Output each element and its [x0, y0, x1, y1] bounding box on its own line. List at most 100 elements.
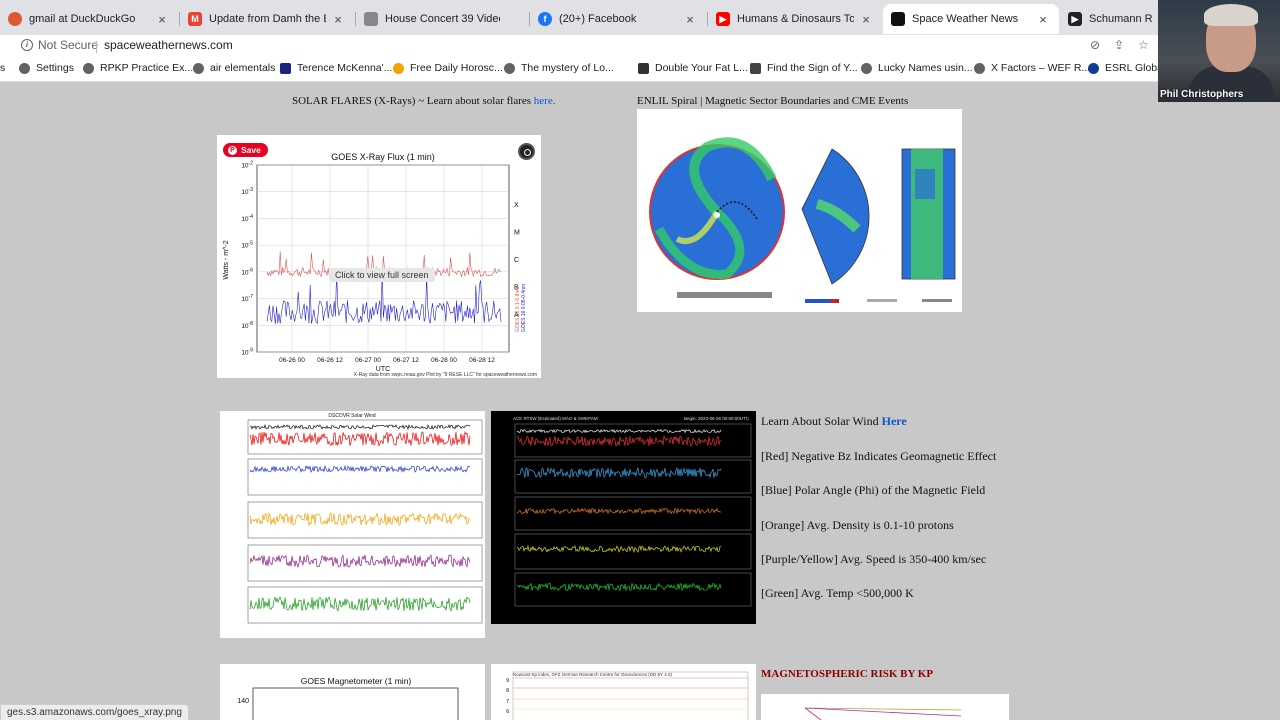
- tab-duckduckgo[interactable]: gmail at DuckDuckGo ×: [0, 4, 178, 34]
- close-icon[interactable]: ×: [686, 11, 694, 27]
- enlil-spiral-image[interactable]: [637, 109, 962, 312]
- site-icon: [638, 62, 649, 74]
- bookmark-item[interactable]: Terence McKenna'...: [280, 62, 392, 74]
- tab-gmail[interactable]: M Update from Damh the Bard's ×: [180, 4, 354, 34]
- security-indicator[interactable]: i Not Secure: [21, 38, 98, 52]
- x-tick-label: 06-27 12: [393, 357, 419, 364]
- fullscreen-tooltip: Click to view full screen: [329, 268, 435, 282]
- tab-house-concert[interactable]: House Concert 39 Video - Dam: [356, 4, 528, 34]
- tab-youtube[interactable]: ▶ Humans & Dinosaurs Together ×: [708, 4, 882, 34]
- bookmark-item[interactable]: Find the Sign of Y...: [750, 62, 858, 74]
- density-trace: [249, 512, 471, 527]
- y-tick-label: 10-4: [241, 214, 253, 223]
- security-label: Not Secure: [38, 38, 99, 52]
- url-field[interactable]: spaceweathernews.com: [104, 38, 233, 52]
- lens-icon[interactable]: [518, 143, 535, 160]
- solar-wind-link[interactable]: Here: [881, 414, 907, 428]
- globe-icon: [861, 62, 872, 74]
- ace-rtsw-chart[interactable]: ACE RTSW (Estimated) MAG & SWEPAM Begin:…: [491, 411, 756, 624]
- status-bar-url: ges.s3.amazonaws.com/goes_xray.png: [0, 704, 189, 720]
- bookmark-item[interactable]: Double Your Fat L...: [638, 62, 748, 74]
- noaa-icon: [1088, 62, 1099, 74]
- bookmark-item[interactable]: air elementals: [193, 62, 275, 74]
- flare-class-label: M: [514, 230, 520, 237]
- x-tick-label: 06-26 12: [317, 357, 343, 364]
- bt-trace: [249, 423, 471, 431]
- close-icon[interactable]: ×: [334, 11, 342, 27]
- bookmark-item[interactable]: Settings: [19, 62, 74, 74]
- bookmark-item[interactable]: s: [0, 62, 6, 74]
- tab-title: House Concert 39 Video - Dam: [385, 13, 500, 25]
- close-icon[interactable]: ×: [158, 11, 166, 27]
- colorbar: [677, 292, 772, 298]
- tab-title: Update from Damh the Bard's: [209, 13, 326, 25]
- bookmark-item[interactable]: The mystery of Lo...: [504, 62, 614, 74]
- bookmark-item[interactable]: Lucky Names usin...: [861, 62, 973, 74]
- flare-class-label: X: [514, 202, 519, 209]
- pinterest-save-button[interactable]: P Save: [223, 143, 268, 157]
- y-tick-label: 10-9: [241, 348, 253, 357]
- temp-trace: [249, 596, 471, 612]
- ace-begin: Begin: 2023-06-26 00:00:00UTC: [684, 416, 750, 421]
- risk-graphic: [804, 707, 962, 720]
- tab-schumann[interactable]: ▶ Schumann Resona: [1060, 4, 1160, 34]
- globe-icon: [193, 62, 204, 74]
- ace-bt-trace: [516, 428, 722, 434]
- kp-tick: 6: [506, 709, 509, 715]
- speed-trace: [249, 554, 471, 569]
- enlil-graphic: [637, 109, 962, 303]
- globe-icon: [83, 62, 94, 74]
- risk-chart[interactable]: [761, 694, 1009, 720]
- tab-space-weather-news[interactable]: Space Weather News ×: [883, 4, 1059, 34]
- close-icon[interactable]: ×: [862, 11, 870, 27]
- y-tick-label: 10-6: [241, 267, 253, 276]
- tab-bar: gmail at DuckDuckGo × M Update from Damh…: [0, 0, 1280, 35]
- legend-entry: GOES 16 0.05-0.4nm: [521, 284, 527, 332]
- participant-name: Phil Christophers: [1160, 89, 1244, 100]
- legend-orange: [Orange] Avg. Density is 0.1-10 protons: [761, 518, 954, 532]
- ace-temp-trace: [516, 582, 722, 592]
- y-tick-exponent: -3: [249, 187, 254, 193]
- goes-magnetometer-chart[interactable]: GOES Magnetometer (1 min) 140: [220, 664, 485, 720]
- y-tick-exponent: -2: [249, 161, 254, 167]
- y-tick-exponent: -7: [249, 294, 254, 300]
- y-tick-exponent: -4: [249, 214, 254, 220]
- solar-flares-link[interactable]: here.: [533, 95, 556, 107]
- y-tick-label: 10-2: [241, 161, 253, 170]
- bookmark-item[interactable]: RPKP Practice Ex...: [83, 62, 193, 74]
- magnetospheric-risk-title: MAGNETOSPHERIC RISK BY KP: [761, 668, 934, 680]
- tab-facebook[interactable]: f (20+) Facebook ×: [530, 4, 706, 34]
- kp-index-chart[interactable]: Nowcast Kp index, GFZ German Research Ce…: [491, 664, 756, 720]
- flare-class-label: C: [514, 257, 519, 264]
- dscovr-graphic: DSCOVR Solar Wind: [247, 413, 483, 624]
- legend-purple-yellow: [Purple/Yellow] Avg. Speed is 350-400 km…: [761, 552, 987, 566]
- legend-entry: GOES 16 0.1-0.8nm: [515, 287, 521, 332]
- xray-flux-chart[interactable]: GOES X-Ray Flux (1 min) 10-2 10-3 10-4 10-5…: [217, 135, 541, 378]
- chart-title: GOES X-Ray Flux (1 min): [331, 152, 435, 162]
- flare-class-label: B: [514, 285, 519, 292]
- share-icon[interactable]: ⇪: [1114, 38, 1125, 52]
- gmail-icon: M: [188, 12, 202, 26]
- youtube-icon: ▶: [716, 12, 730, 26]
- y-tick-label: 10-7: [241, 294, 253, 303]
- bookmark-star-icon[interactable]: ☆: [1138, 38, 1149, 52]
- y-tick-exponent: -9: [249, 348, 254, 354]
- close-icon[interactable]: ×: [1039, 11, 1047, 27]
- gear-icon: [19, 62, 30, 74]
- eye-off-icon[interactable]: ⊘: [1090, 38, 1101, 52]
- y-tick-label: 10-8: [241, 321, 253, 330]
- legend-green: [Green] Avg. Temp <500,000 K: [761, 586, 914, 600]
- dscovr-solar-wind-chart[interactable]: DSCOVR Solar Wind: [220, 411, 485, 638]
- site-icon: [750, 62, 761, 74]
- bookmark-item[interactable]: Free Daily Horosc...: [393, 62, 503, 74]
- kp-title: Nowcast Kp index, GFZ German Research Ce…: [513, 672, 672, 677]
- bookmark-item[interactable]: ESRL Global: [1088, 62, 1165, 74]
- page-icon: [364, 12, 378, 26]
- dscovr-title: DSCOVR Solar Wind: [328, 413, 375, 419]
- learn-solar-wind: Learn About Solar Wind Here: [761, 414, 907, 428]
- flare-class-label: A: [514, 312, 519, 319]
- x-tick-label: 06-28 12: [469, 357, 495, 364]
- kp-tick: 8: [506, 688, 509, 694]
- bookmark-item[interactable]: X Factors – WEF R...: [974, 62, 1090, 74]
- globe-icon: [974, 62, 985, 74]
